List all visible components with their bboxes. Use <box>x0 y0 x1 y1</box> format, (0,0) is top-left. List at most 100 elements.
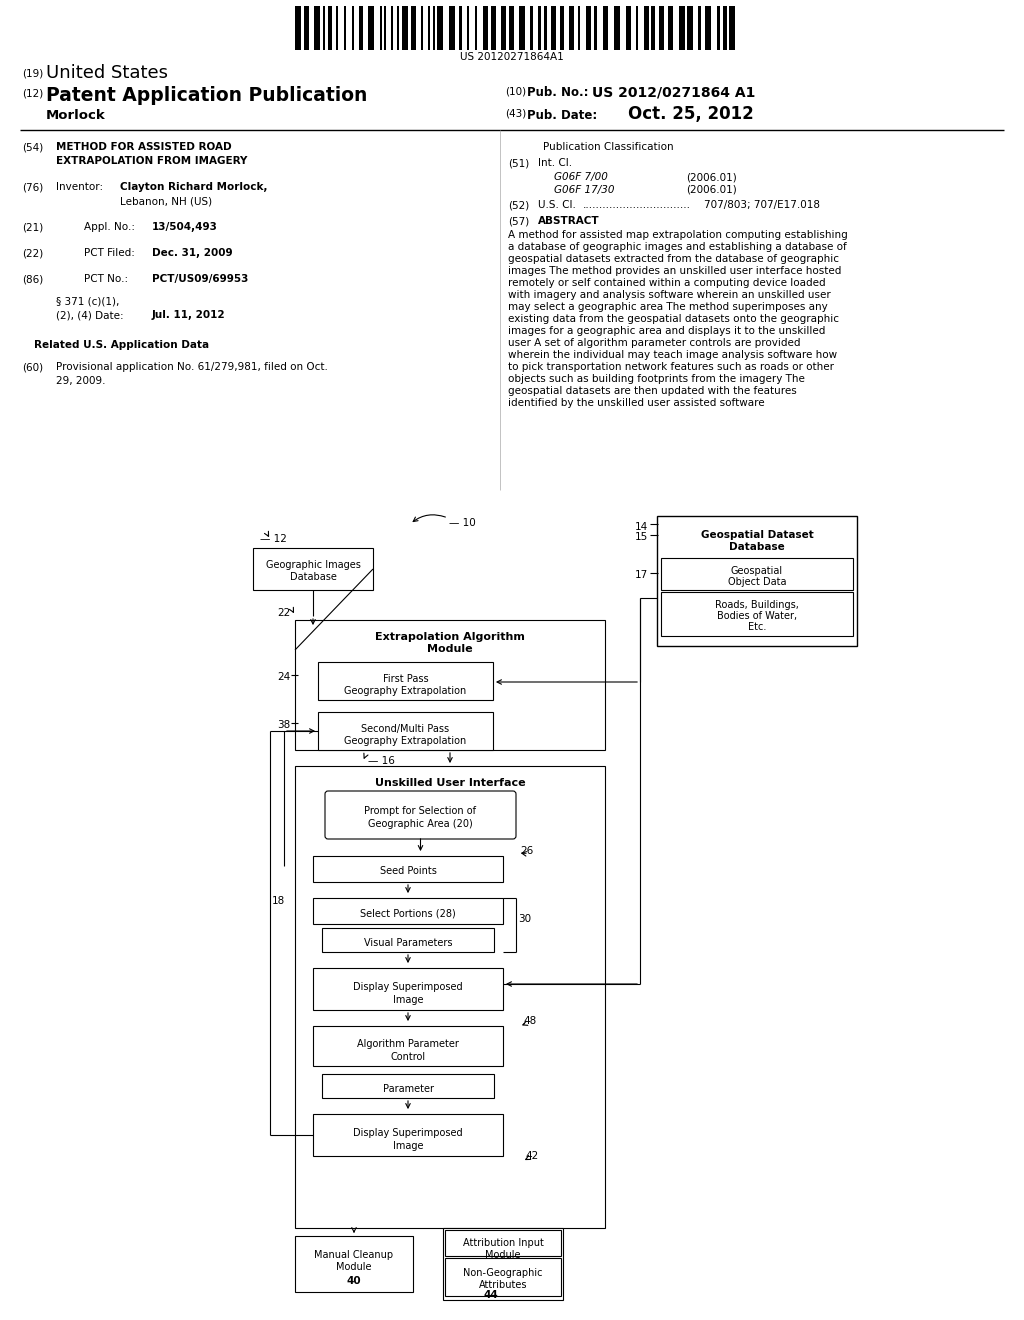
Text: (22): (22) <box>22 248 43 257</box>
Text: Object Data: Object Data <box>728 577 786 587</box>
Bar <box>433 7 435 50</box>
Text: PCT No.:: PCT No.: <box>84 275 128 284</box>
Text: A method for assisted map extrapolation computing establishing: A method for assisted map extrapolation … <box>508 230 848 240</box>
Text: ABSTRACT: ABSTRACT <box>538 216 600 226</box>
Text: 24: 24 <box>276 672 290 682</box>
Bar <box>421 7 423 50</box>
Bar <box>586 7 591 50</box>
Text: Pub. No.:: Pub. No.: <box>527 86 589 99</box>
Text: (57): (57) <box>508 216 529 226</box>
Bar <box>509 7 514 50</box>
Text: Select Portions (28): Select Portions (28) <box>360 908 456 917</box>
Bar <box>313 898 503 924</box>
Bar <box>313 1114 503 1156</box>
Text: (52): (52) <box>508 201 529 210</box>
Text: Image: Image <box>393 1140 423 1151</box>
Text: (12): (12) <box>22 88 43 98</box>
Text: US 2012/0271864 A1: US 2012/0271864 A1 <box>592 86 756 100</box>
Text: Display Superimposed: Display Superimposed <box>353 1129 463 1138</box>
Bar <box>662 591 853 636</box>
Text: Parameter: Parameter <box>383 1084 433 1094</box>
Text: 42: 42 <box>525 1151 539 1162</box>
Text: 22: 22 <box>278 609 291 618</box>
Text: G06F 7/00: G06F 7/00 <box>554 172 608 182</box>
Text: Second/Multi Pass: Second/Multi Pass <box>361 723 450 734</box>
Text: (2006.01): (2006.01) <box>686 172 736 182</box>
Text: identified by the unskilled user assisted software: identified by the unskilled user assiste… <box>508 399 765 408</box>
Text: images The method provides an unskilled user interface hosted: images The method provides an unskilled … <box>508 267 842 276</box>
Text: Geography Extrapolation: Geography Extrapolation <box>344 737 467 746</box>
Bar <box>313 855 503 882</box>
Bar <box>614 7 620 50</box>
Text: Dec. 31, 2009: Dec. 31, 2009 <box>152 248 232 257</box>
Text: Geospatial Dataset: Geospatial Dataset <box>700 531 813 540</box>
Text: remotely or self contained within a computing device loaded: remotely or self contained within a comp… <box>508 279 825 288</box>
Bar <box>402 7 408 50</box>
Text: Geographic Area (20): Geographic Area (20) <box>368 818 473 829</box>
Bar <box>411 7 416 50</box>
Bar <box>668 7 673 50</box>
Text: Visual Parameters: Visual Parameters <box>364 939 453 948</box>
Bar <box>467 7 469 50</box>
Text: (54): (54) <box>22 143 43 152</box>
Bar <box>569 7 574 50</box>
Bar <box>295 7 301 50</box>
Text: Roads, Buildings,: Roads, Buildings, <box>715 601 799 610</box>
Bar <box>313 968 503 1010</box>
Text: existing data from the geospatial datasets onto the geographic: existing data from the geospatial datase… <box>508 314 839 323</box>
Bar <box>445 1230 561 1257</box>
Text: 17: 17 <box>635 570 648 579</box>
Text: (10): (10) <box>505 86 526 96</box>
Text: Bodies of Water,: Bodies of Water, <box>717 611 797 620</box>
Bar <box>344 7 346 50</box>
Text: Non-Geographic: Non-Geographic <box>463 1269 543 1278</box>
Bar <box>323 7 325 50</box>
Text: Provisional application No. 61/279,981, filed on Oct.: Provisional application No. 61/279,981, … <box>56 362 328 372</box>
Bar <box>445 1258 561 1296</box>
Bar <box>501 7 506 50</box>
Bar <box>644 7 649 50</box>
Bar <box>459 7 462 50</box>
Text: (19): (19) <box>22 69 43 78</box>
Bar <box>359 7 362 50</box>
Bar <box>475 7 477 50</box>
Text: PCT/US09/69953: PCT/US09/69953 <box>152 275 249 284</box>
FancyBboxPatch shape <box>325 791 516 840</box>
Text: Related U.S. Application Data: Related U.S. Application Data <box>35 341 210 350</box>
Text: Lebanon, NH (US): Lebanon, NH (US) <box>120 195 212 206</box>
Bar <box>368 7 374 50</box>
Text: (2006.01): (2006.01) <box>686 185 736 195</box>
Bar <box>490 7 496 50</box>
Text: Extrapolation Algorithm: Extrapolation Algorithm <box>375 632 525 642</box>
Text: 15: 15 <box>635 532 648 543</box>
Bar <box>318 663 493 700</box>
Text: — 12: — 12 <box>260 535 287 544</box>
Text: 38: 38 <box>276 719 290 730</box>
Text: (76): (76) <box>22 182 43 191</box>
Bar <box>651 7 655 50</box>
Text: 707/803; 707/E17.018: 707/803; 707/E17.018 <box>705 201 820 210</box>
Text: 13/504,493: 13/504,493 <box>152 222 218 232</box>
Bar <box>483 7 488 50</box>
Text: objects such as building footprints from the imagery The: objects such as building footprints from… <box>508 374 805 384</box>
Text: images for a geographic area and displays it to the unskilled: images for a geographic area and display… <box>508 326 825 337</box>
Bar <box>717 7 720 50</box>
Bar <box>397 7 399 50</box>
Text: to pick transportation network features such as roads or other: to pick transportation network features … <box>508 362 834 372</box>
Text: Prompt for Selection of: Prompt for Selection of <box>365 807 476 816</box>
Bar <box>560 7 564 50</box>
Text: 26: 26 <box>520 846 534 855</box>
Text: Module: Module <box>427 644 473 653</box>
Bar <box>530 7 534 50</box>
Bar <box>304 7 309 50</box>
Text: Inventor:: Inventor: <box>56 182 103 191</box>
Bar <box>295 1236 413 1292</box>
Text: a database of geographic images and establishing a database of: a database of geographic images and esta… <box>508 242 847 252</box>
Bar <box>384 7 386 50</box>
Bar <box>318 711 493 750</box>
Text: Etc.: Etc. <box>748 622 766 632</box>
Bar <box>328 7 332 50</box>
Text: § 371 (c)(1),: § 371 (c)(1), <box>56 296 120 306</box>
Bar <box>380 7 382 50</box>
Bar <box>295 766 605 1228</box>
